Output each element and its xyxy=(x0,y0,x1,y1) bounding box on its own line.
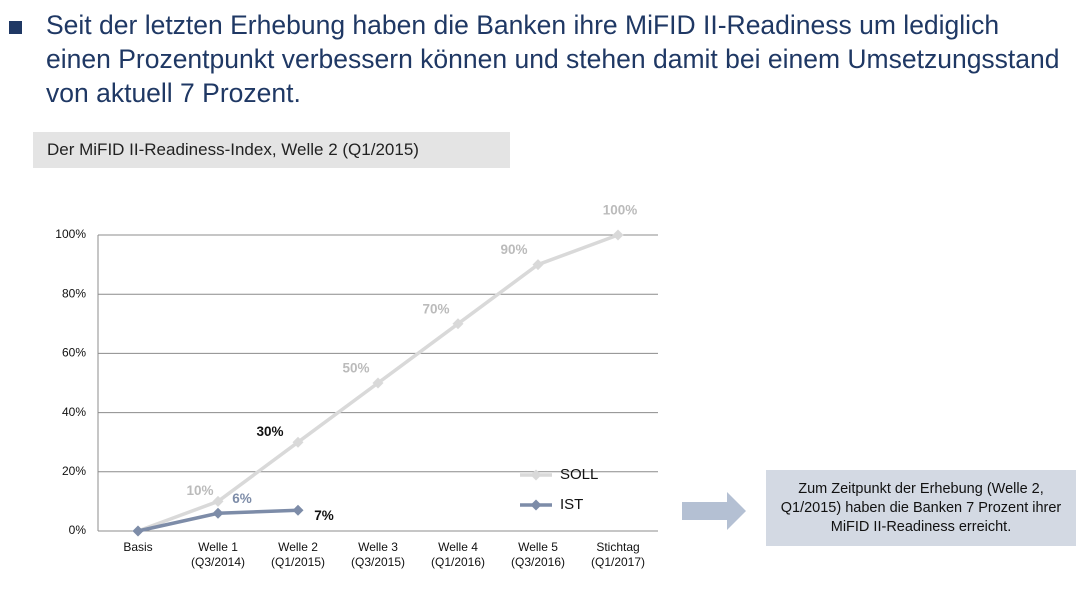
x-tick-label: Stichtag (Q1/2017) xyxy=(591,540,645,569)
data-label: 100% xyxy=(603,203,638,218)
y-tick-label: 100% xyxy=(55,227,86,241)
data-point xyxy=(292,504,304,516)
data-point xyxy=(372,377,384,389)
callout: Zum Zeitpunkt der Erhebung (Welle 2, Q1/… xyxy=(766,470,1076,546)
chart-subtitle: Der MiFID II-Readiness-Index, Welle 2 (Q… xyxy=(33,132,510,168)
data-label: 7% xyxy=(314,508,334,523)
y-tick-label: 20% xyxy=(62,464,86,478)
legend-marker xyxy=(530,499,542,511)
y-tick-label: 80% xyxy=(62,286,86,300)
y-tick-label: 40% xyxy=(62,405,86,419)
data-label: 10% xyxy=(186,483,213,498)
data-point xyxy=(612,229,624,241)
y-tick-label: 60% xyxy=(62,346,86,360)
data-point xyxy=(532,259,544,271)
data-label: 50% xyxy=(342,361,369,376)
legend-label: SOLL xyxy=(560,466,598,483)
data-point xyxy=(292,436,304,448)
legend-marker xyxy=(530,469,542,481)
data-point xyxy=(212,495,224,507)
x-tick-label: Welle 4 (Q1/2016) xyxy=(431,540,485,569)
x-tick-label: Welle 2 (Q1/2015) xyxy=(271,540,325,569)
data-point xyxy=(212,507,224,519)
data-label: 6% xyxy=(232,491,252,506)
data-point xyxy=(452,318,464,330)
data-point xyxy=(132,525,144,537)
x-tick-label: Welle 1 (Q3/2014) xyxy=(191,540,245,569)
x-tick-label: Welle 3 (Q3/2015) xyxy=(351,540,405,569)
data-label: 90% xyxy=(500,242,527,257)
arrow xyxy=(682,492,746,530)
x-tick-label: Welle 5 (Q3/2016) xyxy=(511,540,565,569)
data-label: 30% xyxy=(256,424,283,439)
bullet xyxy=(9,21,22,34)
x-tick-label: Basis xyxy=(123,540,152,554)
legend-label: IST xyxy=(560,496,583,513)
data-label: 70% xyxy=(422,301,449,316)
y-tick-label: 0% xyxy=(69,523,87,537)
slide-title: Seit der letzten Erhebung haben die Bank… xyxy=(46,10,1060,108)
